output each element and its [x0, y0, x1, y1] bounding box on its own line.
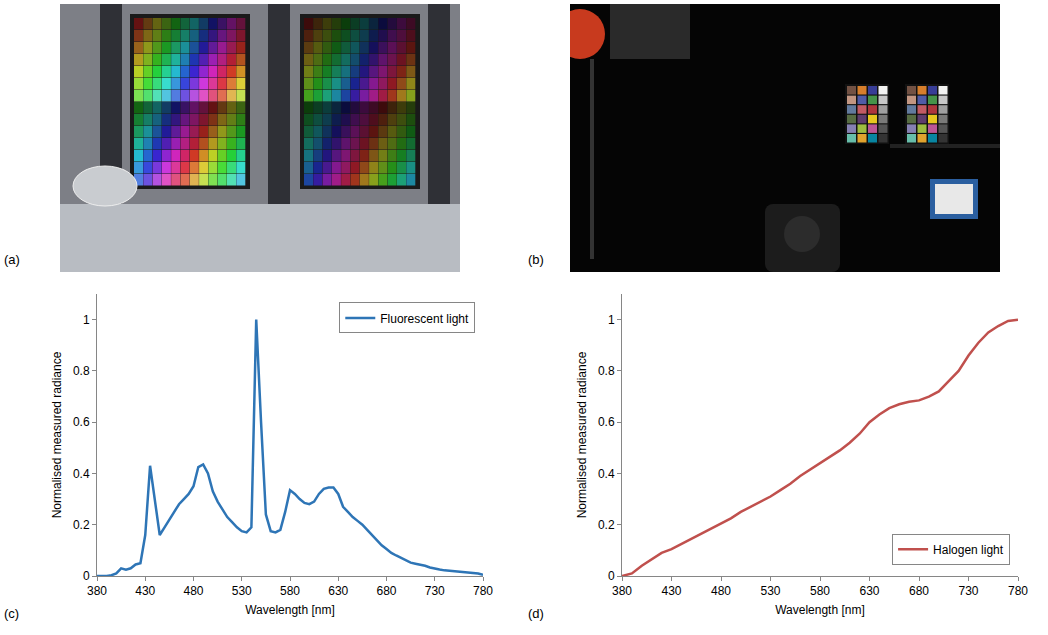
html-text:(a): (a) — [4, 252, 20, 267]
svg-text:Wavelength [nm]: Wavelength [nm] — [245, 603, 335, 617]
svg-text:680: 680 — [909, 584, 929, 598]
svg-text:380: 380 — [612, 584, 632, 598]
svg-text:780: 780 — [473, 584, 493, 598]
svg-text:Halogen light: Halogen light — [933, 543, 1004, 557]
svg-text:0.2: 0.2 — [598, 518, 615, 532]
svg-text:630: 630 — [328, 584, 348, 598]
svg-text:680: 680 — [376, 584, 396, 598]
html-text:(b): (b) — [528, 252, 544, 267]
svg-text:0.8: 0.8 — [73, 364, 90, 378]
svg-text:Normalised measured radiance: Normalised measured radiance — [575, 351, 589, 518]
svg-text:430: 430 — [135, 584, 155, 598]
svg-text:Wavelength [nm]: Wavelength [nm] — [775, 603, 865, 617]
svg-text:Fluorescent light: Fluorescent light — [380, 312, 469, 326]
svg-text:0.2: 0.2 — [73, 518, 90, 532]
svg-text:780: 780 — [1008, 584, 1028, 598]
svg-text:580: 580 — [810, 584, 830, 598]
svg-text:530: 530 — [232, 584, 252, 598]
svg-text:0.4: 0.4 — [73, 467, 90, 481]
svg-text:530: 530 — [760, 584, 780, 598]
svg-text:480: 480 — [711, 584, 731, 598]
svg-text:430: 430 — [661, 584, 681, 598]
svg-text:0: 0 — [83, 569, 90, 583]
svg-text:380: 380 — [87, 584, 107, 598]
svg-text:480: 480 — [183, 584, 203, 598]
html-text:(d): (d) — [528, 606, 544, 621]
svg-text:0.8: 0.8 — [598, 364, 615, 378]
svg-text:1: 1 — [83, 313, 90, 327]
svg-text:Normalised measured radiance: Normalised measured radiance — [50, 351, 64, 518]
html-text:(c): (c) — [4, 606, 20, 621]
svg-text:580: 580 — [280, 584, 300, 598]
svg-text:0.6: 0.6 — [73, 415, 90, 429]
svg-text:630: 630 — [859, 584, 879, 598]
svg-text:730: 730 — [958, 584, 978, 598]
svg-text:0: 0 — [608, 569, 615, 583]
svg-text:1: 1 — [608, 313, 615, 327]
svg-text:730: 730 — [425, 584, 445, 598]
svg-text:0.6: 0.6 — [598, 415, 615, 429]
svg-text:0.4: 0.4 — [598, 467, 615, 481]
